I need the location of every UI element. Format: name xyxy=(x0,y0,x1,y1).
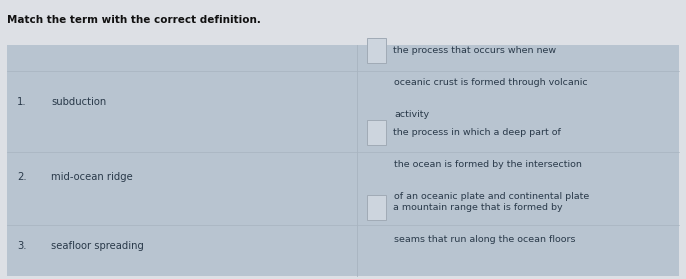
Text: 2.: 2. xyxy=(17,172,27,182)
Text: a mountain range that is formed by: a mountain range that is formed by xyxy=(393,203,563,212)
Text: the process in which a deep part of: the process in which a deep part of xyxy=(393,128,561,137)
Text: seams that run along the ocean floors: seams that run along the ocean floors xyxy=(394,235,576,244)
Text: oceanic crust is formed through volcanic: oceanic crust is formed through volcanic xyxy=(394,78,588,87)
Bar xyxy=(367,38,386,63)
Text: the ocean is formed by the intersection: the ocean is formed by the intersection xyxy=(394,160,582,169)
Text: 3.: 3. xyxy=(17,240,27,251)
Bar xyxy=(7,45,679,276)
Text: activity: activity xyxy=(394,110,429,119)
Text: Match the term with the correct definition.: Match the term with the correct definiti… xyxy=(7,15,261,25)
Text: mid-ocean ridge: mid-ocean ridge xyxy=(51,172,133,182)
Bar xyxy=(367,195,386,220)
Text: the process that occurs when new: the process that occurs when new xyxy=(393,46,556,55)
Text: subduction: subduction xyxy=(51,97,107,107)
Bar xyxy=(367,120,386,145)
Text: of an oceanic plate and continental plate: of an oceanic plate and continental plat… xyxy=(394,192,590,201)
Text: seafloor spreading: seafloor spreading xyxy=(51,240,144,251)
Text: 1.: 1. xyxy=(17,97,27,107)
